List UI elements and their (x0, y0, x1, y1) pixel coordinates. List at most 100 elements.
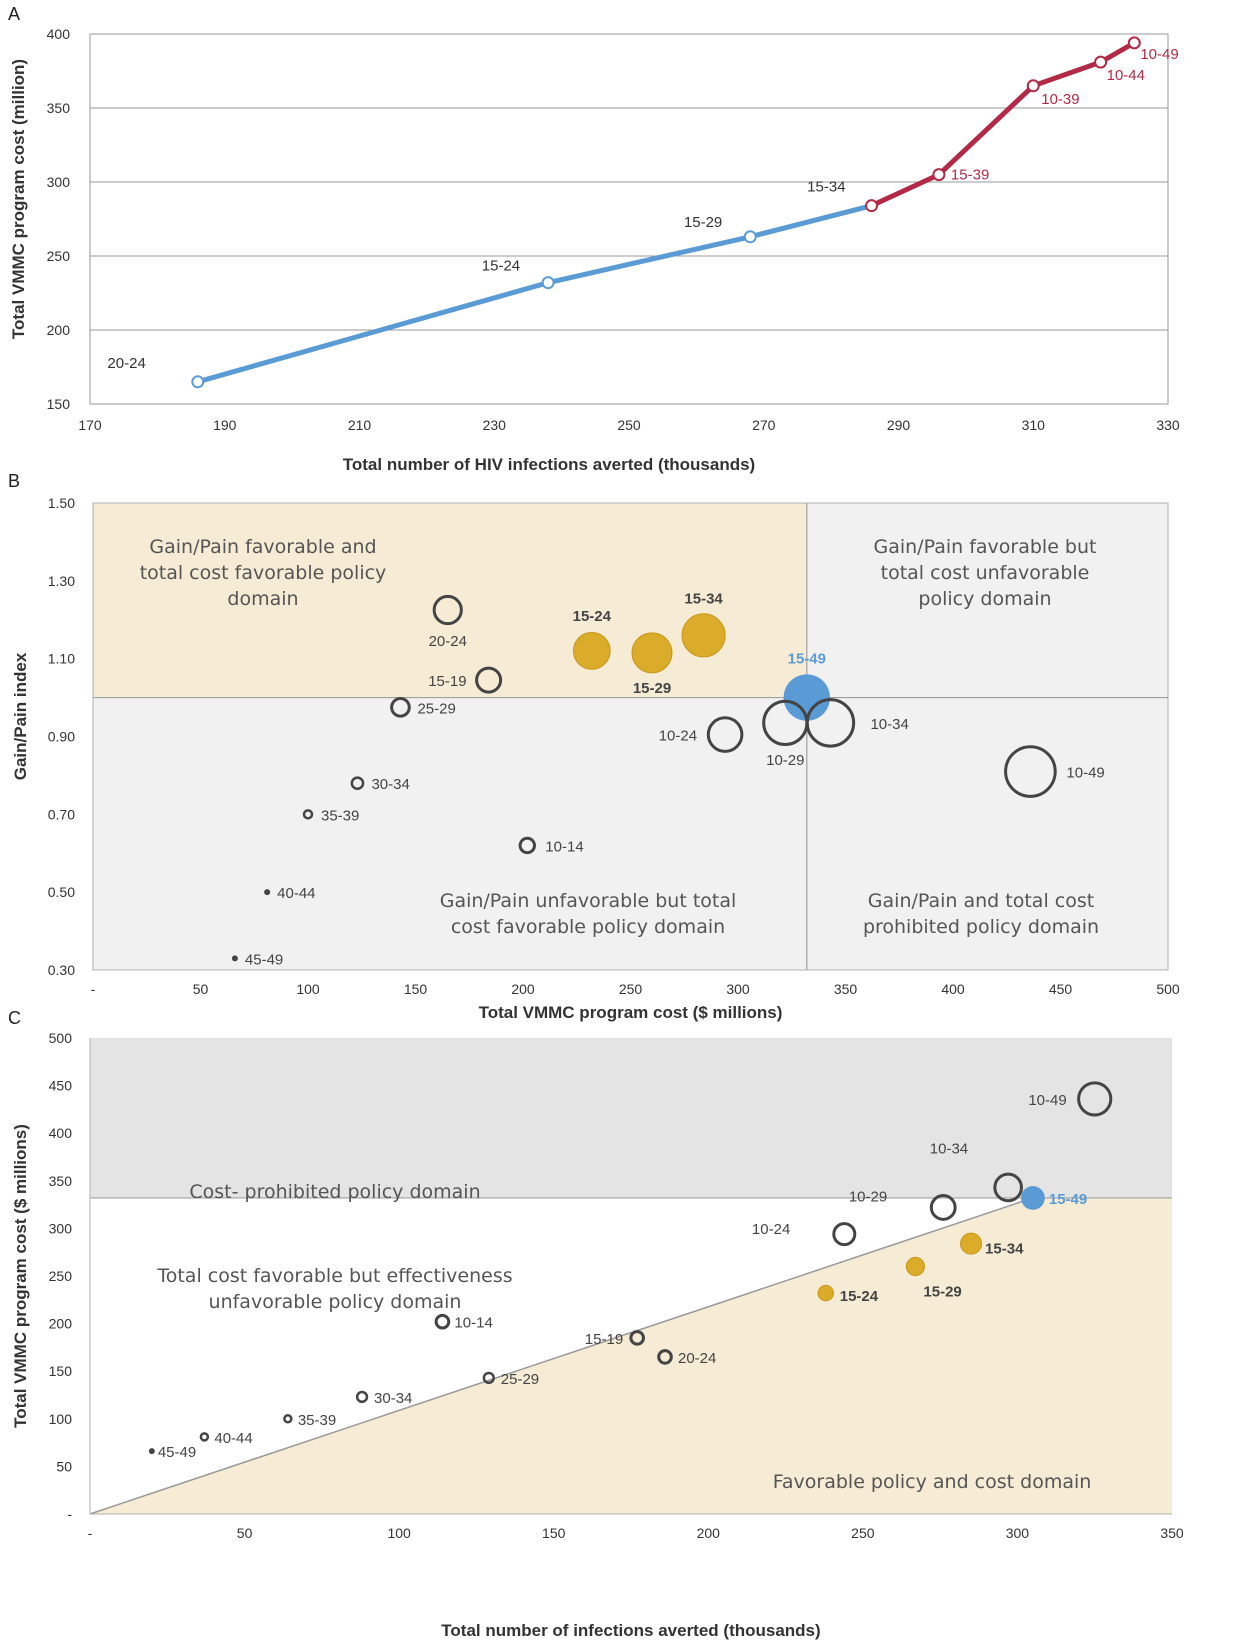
panel-c: C - 50 100 150 200 250 300 350 400 450 500 - 50 100 150… (8, 1008, 1184, 1640)
panel-b-domain-bottom-left (93, 697, 807, 970)
panel-b-point-15-49 (783, 674, 830, 721)
panel-c-domain-text-favorable: Favorable policy and cost domain (773, 1471, 1092, 1493)
panel-b-xtick: 200 (511, 981, 535, 997)
panel-a-label-10-39: 10-39 (1041, 91, 1079, 108)
panel-c-xtick: 100 (387, 1525, 411, 1541)
panel-b-domain-text-top_left: Gain/Pain favorable and (149, 536, 376, 558)
panel-a-label-20-24: 20-24 (107, 355, 145, 372)
panel-b-point-10-49 (1004, 745, 1057, 798)
panel-c-xtick: 50 (237, 1525, 253, 1541)
panel-c-label-15-29: 15-29 (923, 1283, 961, 1300)
panel-c-point-10-24 (832, 1222, 857, 1247)
panel-a-series-red-line (870, 40, 1136, 208)
panel-c-ytick: 350 (49, 1173, 73, 1189)
panel-b-domain-top-left (93, 503, 807, 698)
panel-a-xtick: 190 (213, 417, 237, 433)
panel-a-xtick: 230 (483, 417, 507, 433)
panel-b-xtick: 100 (296, 981, 320, 997)
panel-c-label-15-34: 15-34 (985, 1241, 1024, 1258)
panel-c-letter: C (8, 1008, 21, 1028)
panel-c-ytick: 150 (49, 1363, 73, 1379)
panel-c-ytick: 300 (49, 1220, 73, 1236)
panel-b-label-10-24: 10-24 (659, 728, 697, 745)
panel-b-xtick: 350 (834, 981, 858, 997)
panel-c-ytick: 200 (49, 1316, 73, 1332)
panel-a-series-blue-line (197, 203, 873, 385)
panel-c-label-15-24: 15-24 (840, 1288, 879, 1305)
panel-a-label-15-39: 15-39 (951, 167, 989, 184)
panel-a-xtick: 270 (752, 417, 776, 433)
panel-b-label-45-49: 45-49 (245, 951, 283, 968)
panel-a-ytick: 150 (47, 396, 71, 412)
panel-b-point-10-24 (706, 716, 744, 753)
panel-a-ytick: 250 (47, 248, 71, 264)
panel-b-point-15-34 (681, 613, 726, 658)
panel-a-xtick: 250 (617, 417, 641, 433)
panel-c-xtick: 200 (697, 1525, 721, 1541)
panel-c-ylabel: Total VMMC program cost ($ millions) (11, 1124, 30, 1428)
panel-b-label-40-44: 40-44 (277, 885, 315, 902)
panel-c-point-15-34 (960, 1232, 983, 1255)
panel-b-xtick: 50 (193, 981, 209, 997)
panel-a-xtick: 290 (887, 417, 911, 433)
panel-b-domain-text-bottom_right: Gain/Pain and total cost (868, 890, 1094, 912)
panel-c-label-10-24: 10-24 (752, 1221, 790, 1238)
panel-c-xtick: 150 (542, 1525, 566, 1541)
panel-c-point-15-49 (1020, 1186, 1045, 1210)
panel-b-label-15-34: 15-34 (684, 590, 723, 607)
panel-a-ytick: 200 (47, 322, 71, 338)
panel-c-domain-text-middle: Total cost favorable but effectiveness (156, 1265, 512, 1287)
panel-b-domain-text-top_right: policy domain (918, 588, 1051, 610)
panel-c-ytick: 100 (49, 1411, 73, 1427)
panel-a-xtick: 210 (348, 417, 372, 433)
panel-b-domain-text-top_right: Gain/Pain favorable but (874, 536, 1097, 558)
panel-b-point-30-34 (350, 776, 365, 791)
panel-c-label-20-24: 20-24 (678, 1350, 716, 1367)
panel-b-point-45-49 (231, 955, 238, 962)
panel-b-label-25-29: 25-29 (417, 700, 455, 717)
panel-b-point-10-34 (805, 698, 856, 748)
panel-a-point-15-29 (743, 230, 757, 244)
panel-c-label-35-39: 35-39 (298, 1412, 336, 1429)
panel-b-ytick: 1.50 (48, 495, 75, 511)
panel-c-label-30-34: 30-34 (374, 1390, 412, 1407)
panel-a-label-10-49: 10-49 (1140, 46, 1178, 63)
panel-c-label-25-29: 25-29 (501, 1371, 539, 1388)
panel-a-xtick: 310 (1022, 417, 1046, 433)
panel-c-ytick: 250 (49, 1268, 73, 1284)
panel-c-ytick: 400 (49, 1125, 73, 1141)
panel-a-point-10-49 (1127, 36, 1141, 50)
panel-b-xtick: 150 (404, 981, 428, 997)
panel-b-domain-top-right (806, 503, 1168, 698)
panel-a-point-15-39 (932, 168, 946, 182)
panel-b-label-15-24: 15-24 (573, 608, 612, 625)
panel-c-point-35-39 (283, 1414, 293, 1424)
panel-b-point-25-29 (390, 697, 411, 718)
panel-a-point-15-34 (865, 199, 879, 213)
panel-b-point-10-14 (518, 836, 536, 855)
panel-c-ytick: 500 (49, 1030, 73, 1046)
panel-c-label-45-49: 45-49 (158, 1444, 196, 1461)
panel-b-label-15-19: 15-19 (428, 673, 466, 690)
panel-c-label-10-34: 10-34 (930, 1140, 968, 1157)
panel-b-label-10-29: 10-29 (766, 752, 804, 769)
panel-b-ytick: 0.50 (48, 884, 75, 900)
panel-b-point-15-19 (475, 666, 503, 694)
panel-b-ytick: 0.30 (48, 962, 75, 978)
panel-a-ytick: 400 (47, 26, 71, 42)
panel-b-frame (92, 502, 1169, 971)
panel-b-label-10-49: 10-49 (1066, 765, 1104, 782)
panel-a-label-15-29: 15-29 (684, 214, 722, 231)
panel-b-label-10-14: 10-14 (545, 838, 583, 855)
panel-b-point-15-29 (631, 632, 673, 674)
panel-c-point-25-29 (482, 1371, 495, 1385)
panel-b-letter: B (8, 471, 20, 491)
panel-c-domain-prohibited (90, 1038, 1172, 1198)
panel-c-label-15-19: 15-19 (585, 1331, 623, 1348)
panel-c-ytick: 50 (56, 1458, 72, 1474)
panel-c-point-40-44 (199, 1432, 210, 1442)
panel-a-point-10-39 (1026, 79, 1040, 93)
panel-b-ylabel: Gain/Pain index (11, 652, 30, 780)
panel-b-point-20-24 (432, 594, 463, 626)
